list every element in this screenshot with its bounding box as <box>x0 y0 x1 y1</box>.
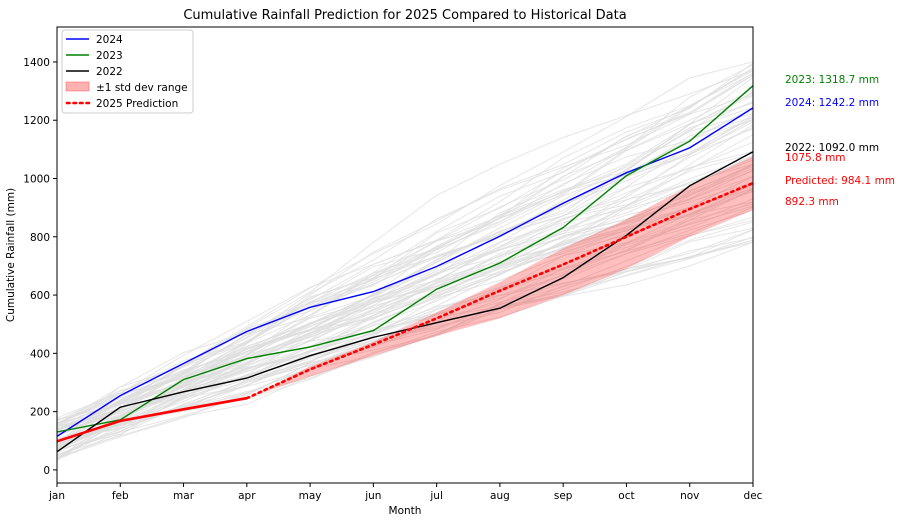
series-line-2024 <box>56 107 754 437</box>
end-value-annotation: 2023: 1318.7 mm <box>785 74 879 86</box>
y-tick-label: 1200 <box>23 115 50 127</box>
legend: 2024 2023 2022 ±1 std dev range 2025 Predict… <box>61 29 194 114</box>
y-tick-label: 1400 <box>23 57 50 69</box>
end-value-annotations: 2023: 1318.7 mm 2024: 1242.2 mm 2022: 1092… <box>785 74 895 208</box>
historical-year-line <box>56 239 754 456</box>
chart-title: Cumulative Rainfall Prediction for 2025 … <box>183 8 626 23</box>
historical-year-line <box>56 151 754 452</box>
y-tick-label: 400 <box>30 348 50 360</box>
y-tick-label: 600 <box>30 290 50 302</box>
prediction-2025-line <box>245 181 755 400</box>
historical-year-line <box>56 206 754 435</box>
y-tick-label: 0 <box>43 465 50 477</box>
end-value-annotation: Predicted: 984.1 mm <box>785 175 895 187</box>
historical-background-lines <box>56 61 754 461</box>
end-value-annotation: 892.3 mm <box>785 196 839 208</box>
x-axis: jan feb mar apr may jun jul aug sep oct nov dec <box>48 483 763 502</box>
legend-label: 2023 <box>96 50 123 62</box>
historical-year-line <box>56 95 754 443</box>
series-line-2022 <box>56 151 754 453</box>
legend-swatch <box>65 81 90 92</box>
historical-year-line <box>56 61 754 431</box>
end-value-annotation: 2022: 1092.0 mm <box>785 142 879 154</box>
x-tick-label: mar <box>173 490 195 502</box>
legend-label: ±1 std dev range <box>96 82 188 94</box>
y-tick-label: 200 <box>30 407 50 419</box>
x-tick-label: nov <box>680 490 699 502</box>
x-tick-label: jan <box>48 490 65 502</box>
historical-year-line <box>56 170 754 457</box>
historical-year-line <box>56 62 754 437</box>
historical-year-line <box>56 241 754 439</box>
historical-year-line <box>56 229 754 427</box>
std-dev-band <box>246 156 754 399</box>
x-tick-label: sep <box>554 490 573 502</box>
end-value-annotation: 1075.8 mm <box>785 152 846 164</box>
y-tick-label: 800 <box>30 232 50 244</box>
historical-year-line <box>56 114 754 461</box>
historical-year-line <box>56 239 754 459</box>
x-tick-label: dec <box>744 490 763 502</box>
historical-year-line <box>56 94 754 449</box>
historical-year-line <box>56 124 754 443</box>
historical-year-line <box>56 159 754 461</box>
legend-label: 2025 Prediction <box>96 98 178 110</box>
x-tick-label: may <box>299 490 322 502</box>
y-tick-label: 1000 <box>23 174 50 186</box>
historical-year-line <box>56 118 754 422</box>
series-line-2023 <box>56 85 754 433</box>
x-tick-label: jun <box>364 490 381 502</box>
legend-box <box>61 29 194 114</box>
y-axis-label: Cumulative Rainfall (mm) <box>5 188 17 322</box>
series-layer <box>56 85 755 453</box>
x-tick-label: jul <box>429 490 443 502</box>
x-tick-label: oct <box>618 490 634 502</box>
historical-year-line <box>56 74 754 443</box>
x-tick-label: aug <box>490 490 510 502</box>
legend-label: 2022 <box>96 66 123 78</box>
legend-label: 2024 <box>96 34 123 46</box>
plot-frame <box>56 26 754 484</box>
x-tick-label: apr <box>238 490 256 502</box>
observed-2025-line <box>56 396 248 443</box>
end-value-annotation: 2024: 1242.2 mm <box>785 97 879 109</box>
x-axis-label: Month <box>389 505 422 517</box>
y-axis: 0 200 400 600 800 1000 1200 1400 <box>23 57 57 477</box>
std-band-layer <box>246 156 754 399</box>
x-tick-label: feb <box>112 490 129 502</box>
